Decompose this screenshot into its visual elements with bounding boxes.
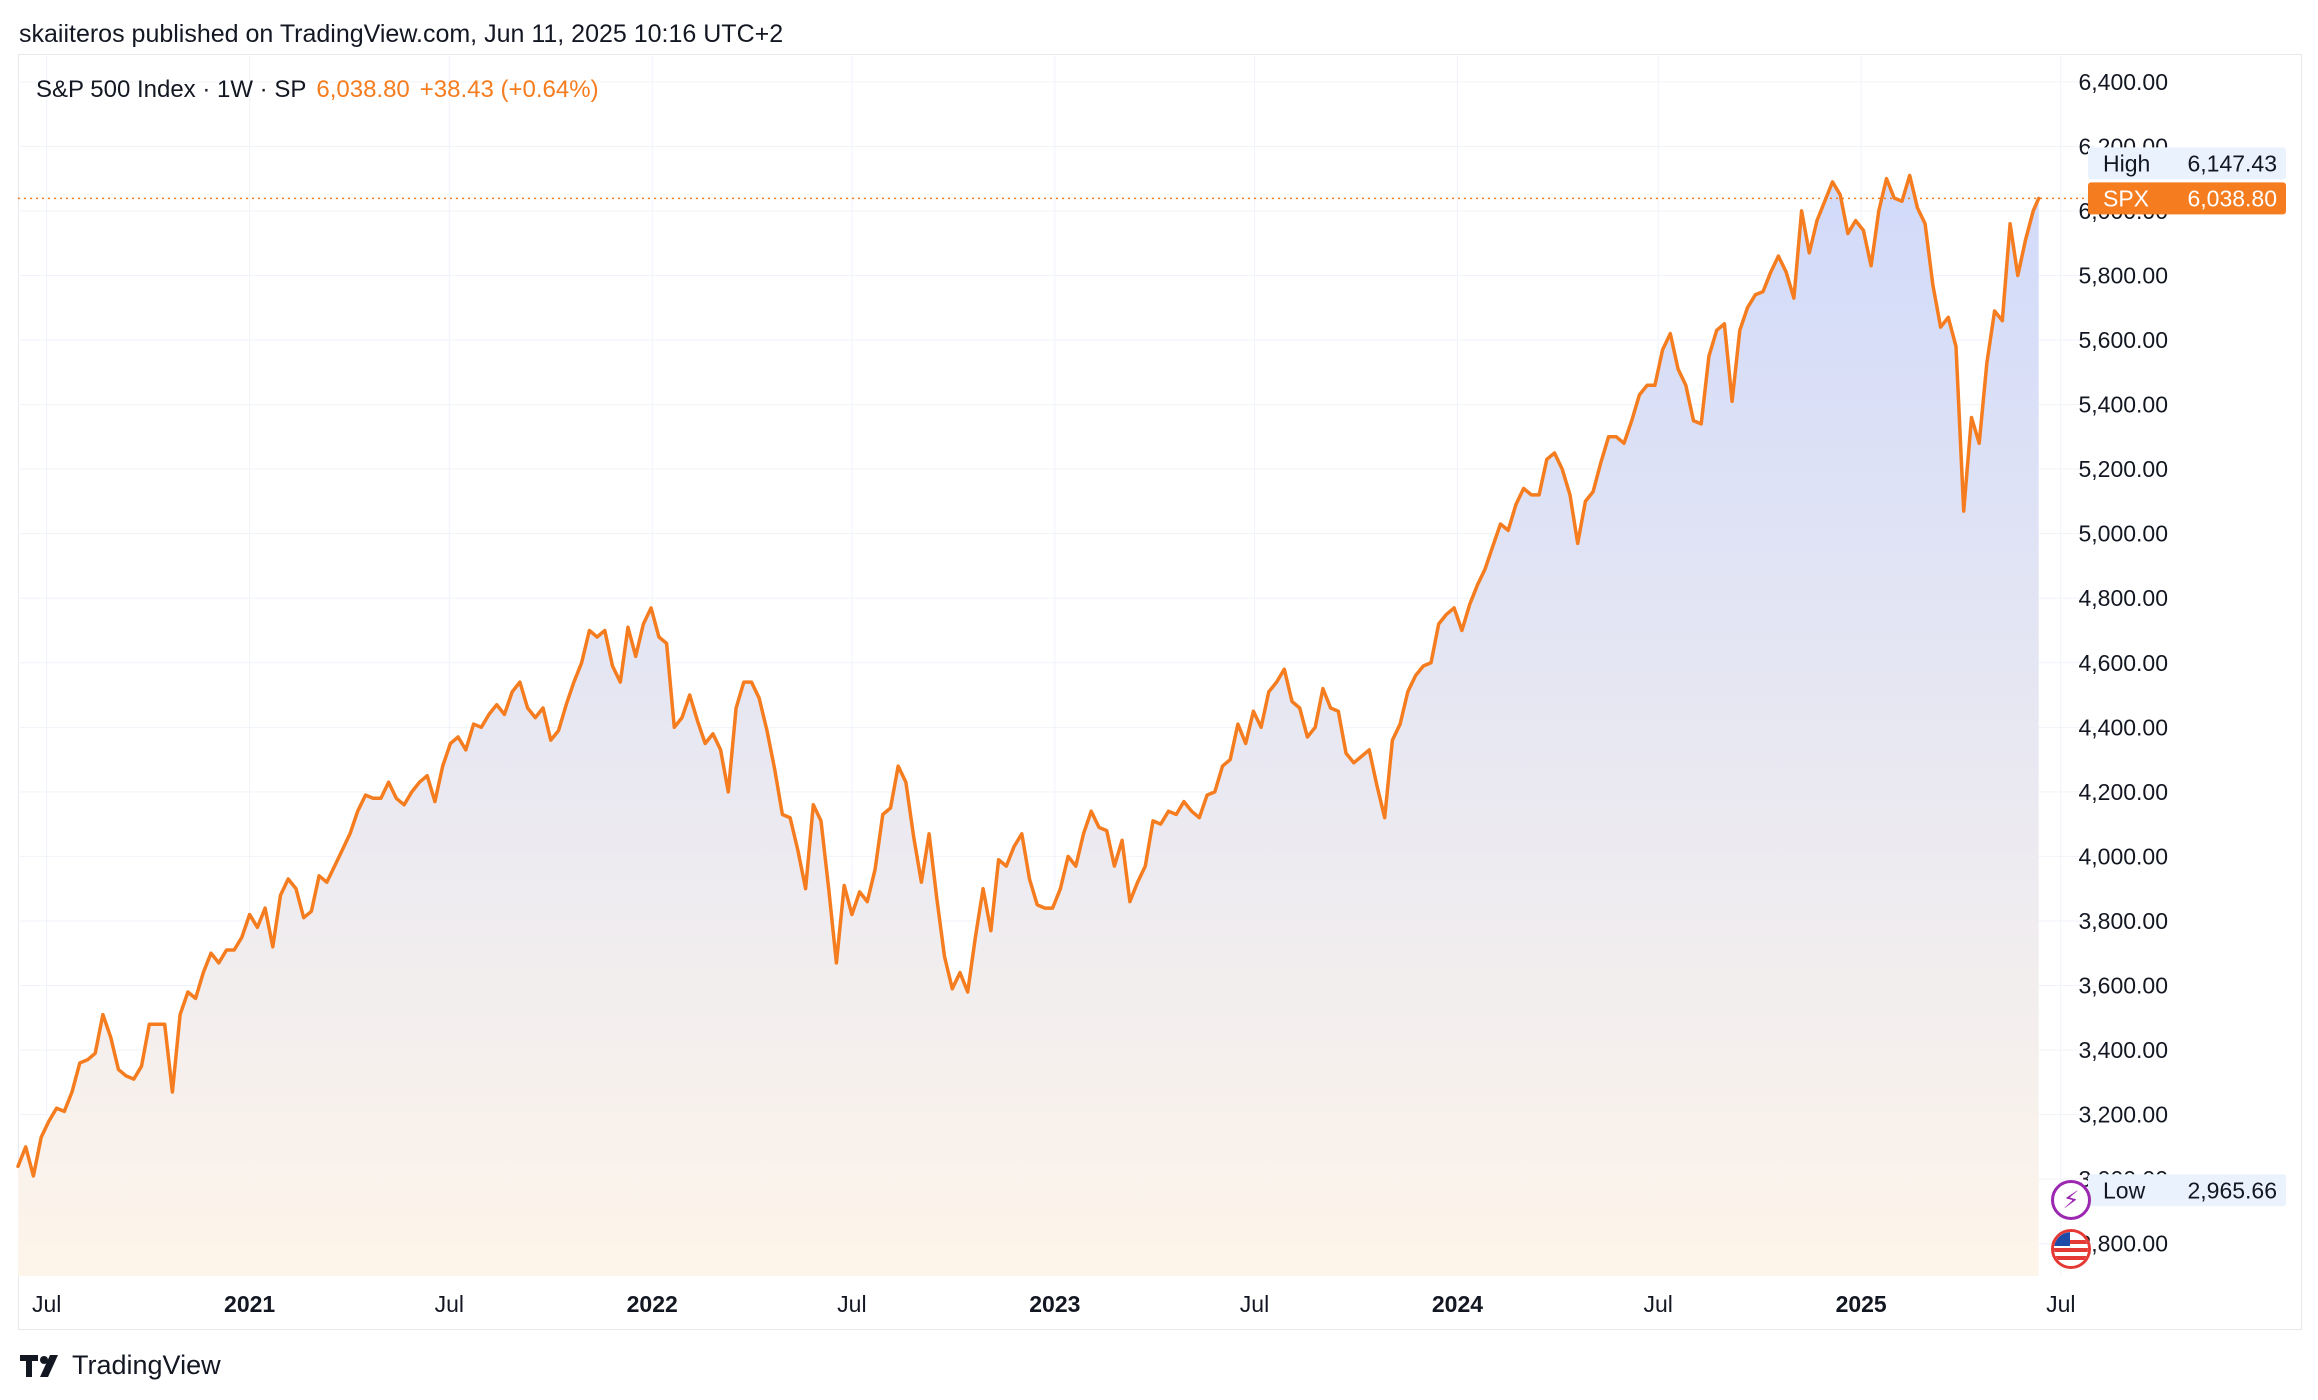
- x-tick-label: 2022: [627, 1291, 678, 1317]
- footer-brand: TradingView: [72, 1350, 221, 1380]
- y-tick-label: 5,400.00: [2078, 392, 2168, 418]
- y-tick-label: 5,600.00: [2078, 327, 2168, 353]
- legend-price: 6,038.80: [316, 76, 410, 103]
- series-area: [18, 175, 2039, 1276]
- high-tag-bg: [2088, 147, 2286, 180]
- chart-legend[interactable]: S&P 500 Index · 1W · SP 6,038.80 +38.43 (+…: [36, 76, 599, 104]
- x-tick-label: 2021: [224, 1291, 275, 1317]
- y-tick-label: 3,800.00: [2078, 908, 2168, 934]
- publish-line: skaiiteros published on TradingView.com,…: [19, 20, 784, 48]
- x-tick-label: 2024: [1432, 1291, 1483, 1317]
- line-layer: [16, 173, 2041, 1178]
- x-tick-label: Jul: [1643, 1291, 1672, 1317]
- price-labels: High 6,147.43 SPX 6,038.80 Low 2,965.66: [18, 147, 2286, 1207]
- lightning-icon[interactable]: ⚡: [2051, 1180, 2091, 1220]
- x-tick-label: Jul: [837, 1291, 866, 1317]
- y-tick-label: 4,800.00: [2078, 585, 2168, 611]
- low-tag-bg: [2088, 1174, 2286, 1207]
- last-tag-value: 6,038.80: [2187, 185, 2277, 211]
- x-tick-label: Jul: [32, 1291, 61, 1317]
- y-tick-label: 4,400.00: [2078, 714, 2168, 740]
- last-tag-bg: [2088, 182, 2286, 215]
- high-tag: High 6,147.43: [2088, 147, 2286, 180]
- x-tick-label: 2023: [1029, 1291, 1080, 1317]
- high-tag-label: High: [2103, 150, 2150, 176]
- tradingview-logo-icon: [20, 1354, 58, 1377]
- legend-symbol: S&P 500 Index · 1W · SP: [36, 76, 307, 103]
- y-tick-label: 4,600.00: [2078, 650, 2168, 676]
- footer-logo[interactable]: TradingView: [20, 1350, 221, 1381]
- low-tag-label: Low: [2103, 1177, 2146, 1203]
- us-flag-icon[interactable]: [2051, 1229, 2091, 1269]
- y-tick-label: 5,200.00: [2078, 456, 2168, 482]
- y-tick-label: 5,000.00: [2078, 521, 2168, 547]
- y-tick-label: 4,200.00: [2078, 779, 2168, 805]
- low-tag-value: 2,965.66: [2187, 1177, 2277, 1203]
- last-tag: SPX 6,038.80: [2088, 182, 2286, 215]
- series-line: [16, 173, 2041, 1178]
- x-axis[interactable]: Jul 2021 Jul 2022 Jul 2023 Jul 2024 Jul 2025 Jul: [32, 1291, 2076, 1317]
- high-tag-value: 6,147.43: [2187, 150, 2277, 176]
- x-tick-label: 2025: [1836, 1291, 1887, 1317]
- y-tick-label: 3,200.00: [2078, 1102, 2168, 1128]
- y-tick-label: 3,600.00: [2078, 973, 2168, 999]
- y-tick-label: 5,800.00: [2078, 262, 2168, 288]
- x-tick-label: Jul: [1240, 1291, 1269, 1317]
- y-axis[interactable]: 2,800.003,000.003,200.003,400.003,600.00…: [2078, 69, 2168, 1257]
- chart-frame: [18, 54, 2302, 1330]
- legend-change: +38.43 (+0.64%): [419, 76, 599, 103]
- y-tick-label: 6,400.00: [2078, 69, 2168, 95]
- x-tick-label: Jul: [435, 1291, 464, 1317]
- y-tick-label: 3,400.00: [2078, 1037, 2168, 1063]
- y-tick-label: 2,800.00: [2078, 1231, 2168, 1257]
- x-tick-label: Jul: [2046, 1291, 2075, 1317]
- low-tag: Low 2,965.66: [2088, 1174, 2286, 1207]
- last-tag-label: SPX: [2103, 185, 2149, 211]
- area-layer: [18, 175, 2039, 1276]
- y-tick-label: 4,000.00: [2078, 843, 2168, 869]
